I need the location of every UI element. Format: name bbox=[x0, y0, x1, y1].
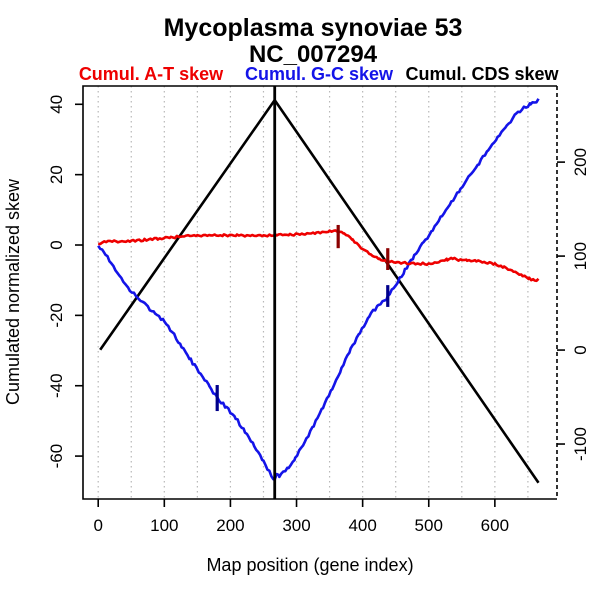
x-tick-label: 600 bbox=[481, 516, 509, 535]
x-tick-label: 0 bbox=[93, 516, 102, 535]
series-line-at-skew bbox=[98, 229, 540, 283]
y-right-tick-label: -100 bbox=[571, 427, 590, 461]
series-line-cds-skew bbox=[99, 98, 540, 484]
axis-ticks-layer: 0 100 200 300 400 500 60040200-20-40-602001000… bbox=[47, 95, 590, 535]
legend-gc-skew: Cumul. G-C skew bbox=[245, 64, 394, 84]
y-right-tick-label: 200 bbox=[571, 148, 590, 176]
legend-cds-skew: Cumul. CDS skew bbox=[405, 64, 559, 84]
plot-box bbox=[82, 85, 557, 500]
x-tick-label: 400 bbox=[348, 516, 376, 535]
x-tick-label: 200 bbox=[216, 516, 244, 535]
plot-frame-layer bbox=[82, 85, 558, 500]
x-tick-label: 500 bbox=[415, 516, 443, 535]
y-left-tick-label: -40 bbox=[47, 373, 66, 398]
gene-marker-layer bbox=[215, 224, 390, 412]
y-left-tick-label: 0 bbox=[47, 240, 66, 249]
y-right-tick-label: 0 bbox=[571, 345, 590, 354]
series-line-gc-skew bbox=[97, 98, 540, 481]
x-tick-label: 300 bbox=[282, 516, 310, 535]
y-left-tick-label: 20 bbox=[47, 165, 66, 184]
y-axis-label: Cumulated normalized skew bbox=[3, 178, 23, 405]
x-tick-label: 100 bbox=[150, 516, 178, 535]
x-axis-label: Map position (gene index) bbox=[206, 555, 413, 575]
legend-at-skew: Cumul. A-T skew bbox=[79, 64, 224, 84]
y-right-tick-label: 100 bbox=[571, 242, 590, 270]
gridlines-layer bbox=[97, 86, 529, 499]
data-series-layer bbox=[97, 86, 540, 499]
chart-title: Mycoplasma synoviae 53 bbox=[164, 14, 463, 42]
chart-subtitle: NC_007294 bbox=[249, 41, 378, 68]
y-left-tick-label: -60 bbox=[47, 444, 66, 469]
y-left-tick-label: -20 bbox=[47, 303, 66, 328]
y-left-tick-label: 40 bbox=[47, 95, 66, 114]
